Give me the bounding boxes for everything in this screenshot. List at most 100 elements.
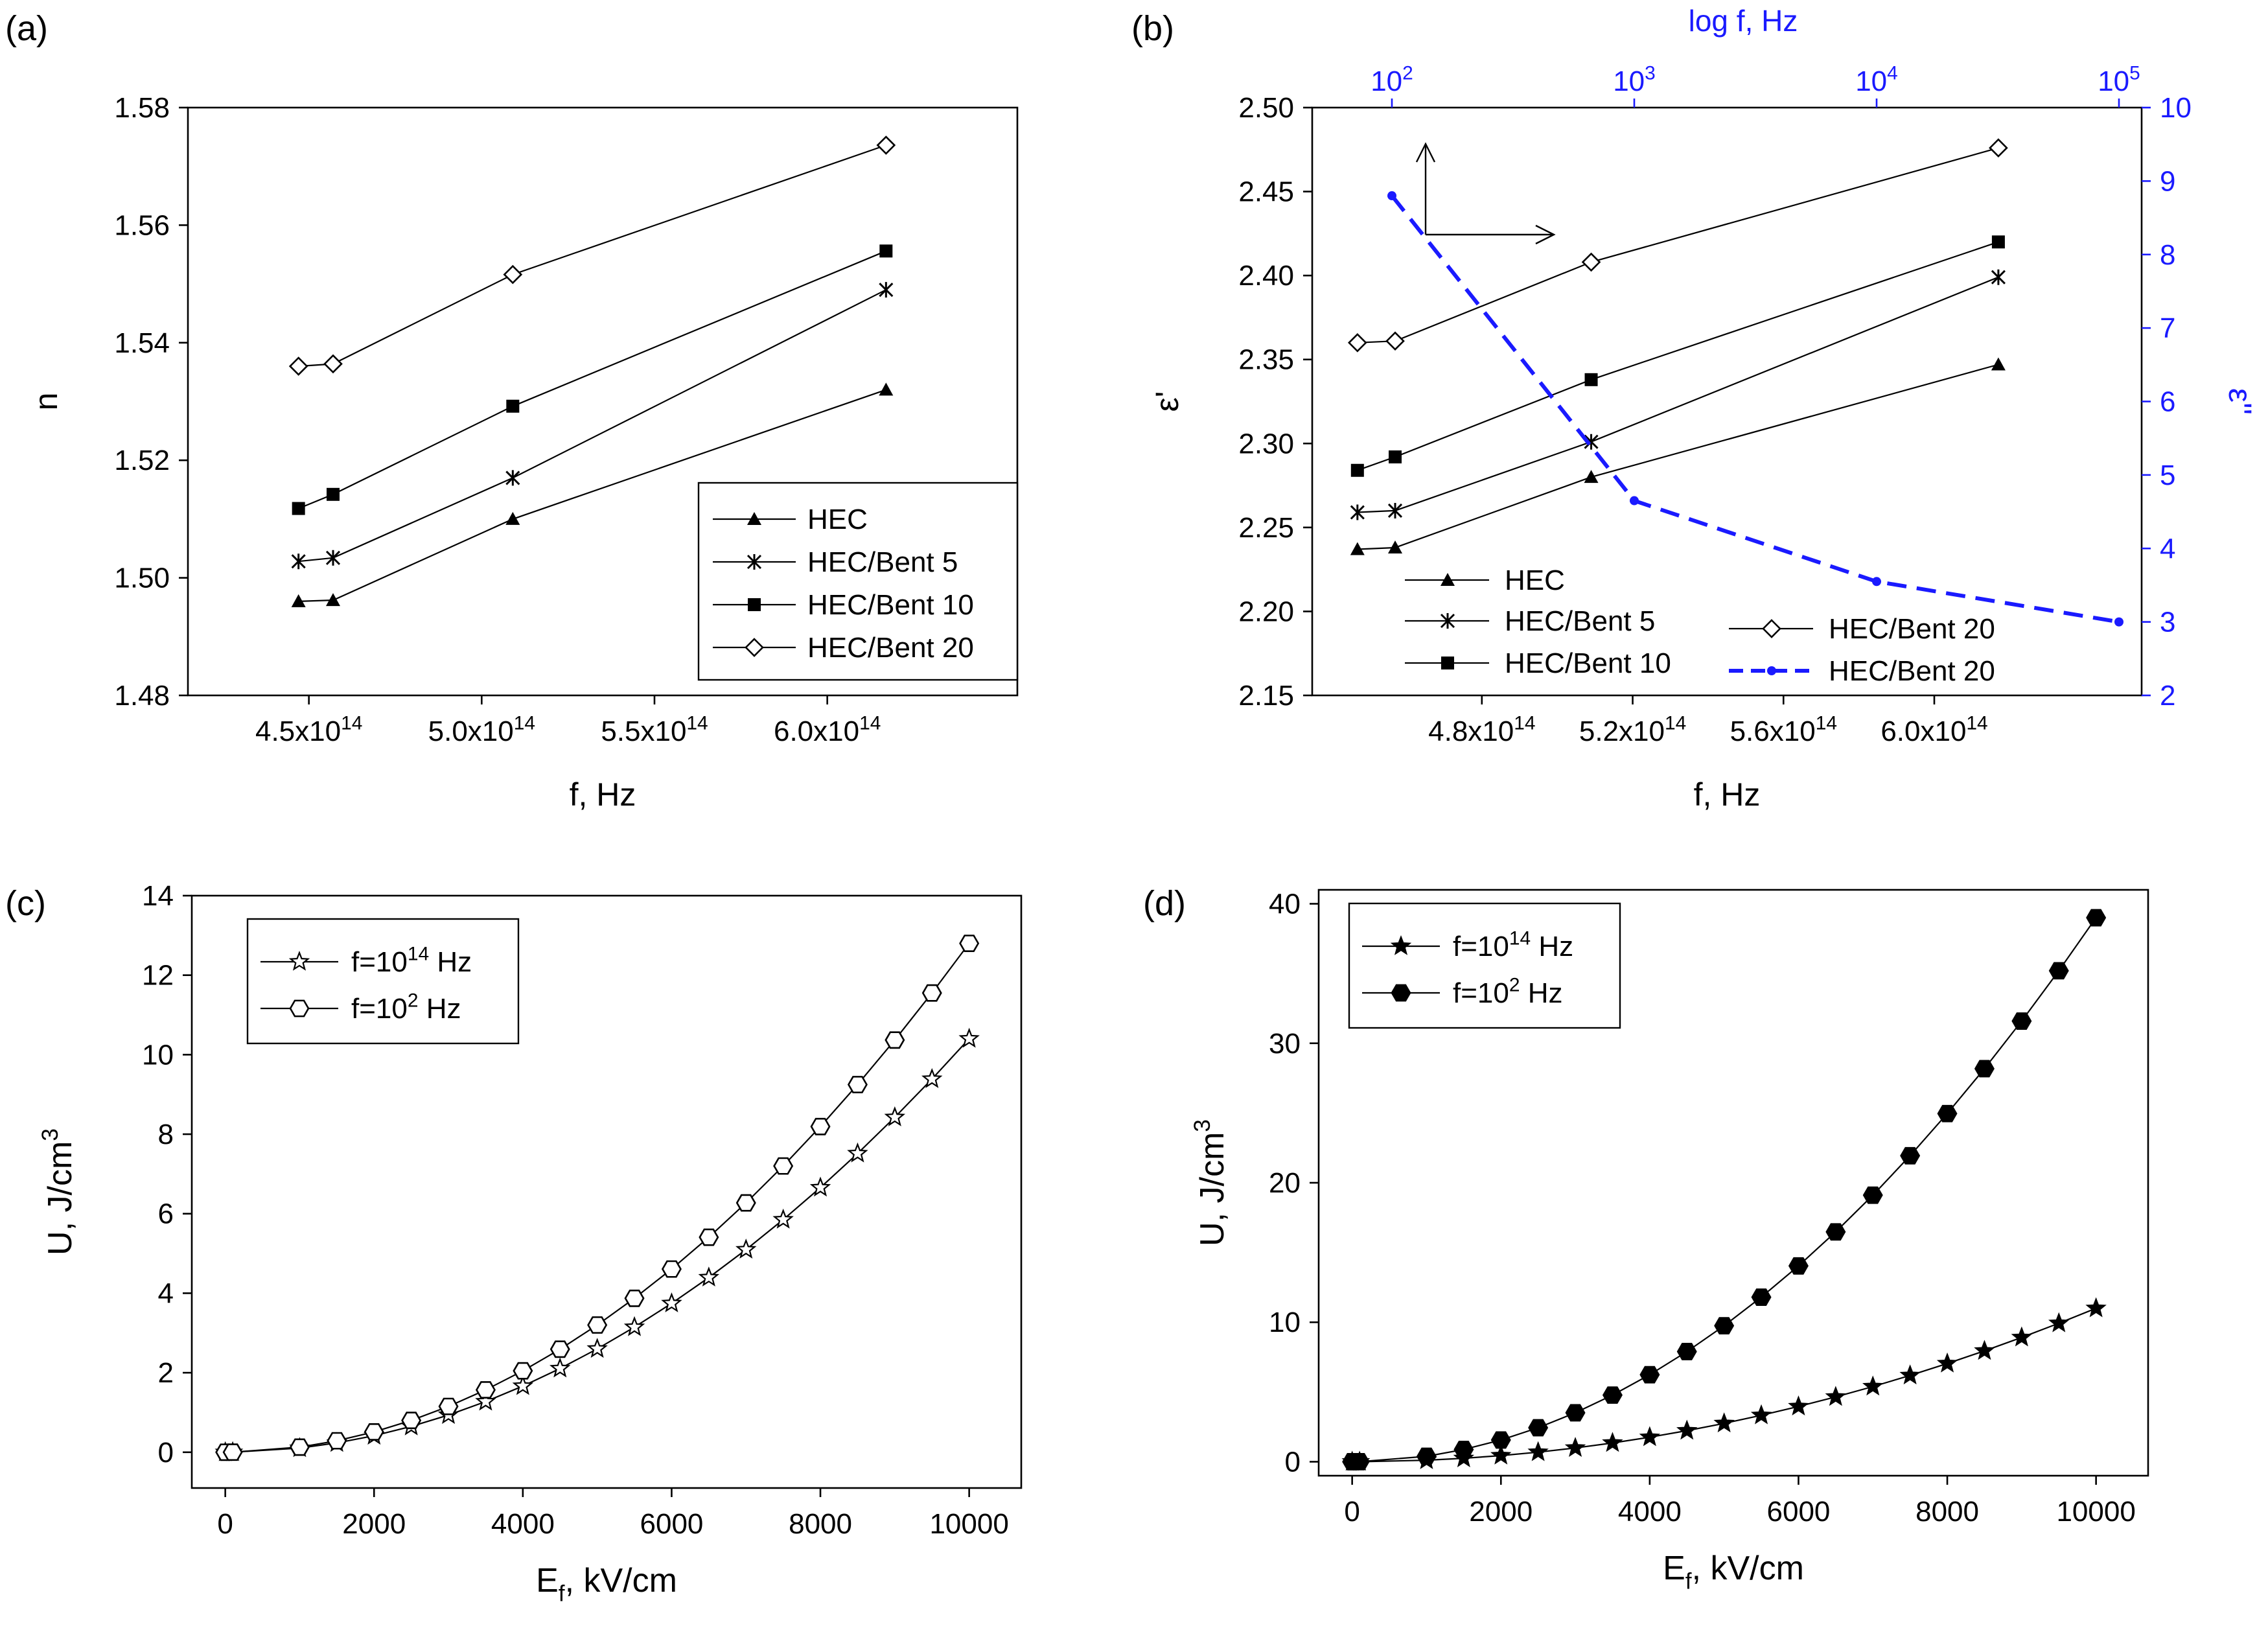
data-point-s2-0-shape — [292, 502, 305, 515]
data-point-s0-7-shape — [475, 1390, 496, 1411]
data-point-s0-13-shape — [698, 1266, 720, 1287]
chart-b: (b) 4.8x1014 5.2x1014 5.6x1014 6.0x1014 2.15 2… — [1131, 4, 2258, 813]
y-tick-label: 1.50 — [114, 563, 170, 594]
y-axis-label: U, J/cm3 — [1190, 1119, 1231, 1246]
data-point-s3-3 — [876, 135, 896, 155]
data-point-s2-0 — [292, 502, 305, 515]
data-point-s3-2-shape — [503, 264, 523, 285]
data-point-s0-2 — [505, 511, 520, 525]
x-tick-label: 2000 — [1469, 1496, 1533, 1528]
data-point-s1-12 — [661, 1260, 682, 1278]
data-point-s0-18 — [884, 1106, 906, 1126]
data-point-s1-19 — [2048, 962, 2069, 980]
data-point-s1-15 — [773, 1157, 794, 1175]
data-point-s1-6-shape — [1565, 1404, 1586, 1422]
y-tick-label: 2.35 — [1238, 344, 1294, 376]
data-point-s1-2 — [1584, 434, 1599, 450]
x-tick-label: 5.2x1014 — [1579, 712, 1686, 747]
data-point-s3-3-shape — [876, 135, 896, 155]
legend-marker-2-shape — [748, 598, 761, 611]
secondary-point-3 — [2114, 617, 2123, 627]
x-tick-label: 6.0x1014 — [774, 712, 881, 747]
data-point-s1-13 — [1825, 1223, 1846, 1241]
data-point-s1-5 — [1528, 1419, 1549, 1437]
data-point-s1-10 — [1714, 1317, 1735, 1335]
data-point-s1-8-shape — [1639, 1366, 1660, 1384]
series-line-0 — [298, 389, 886, 602]
data-point-s0-18-shape — [884, 1106, 906, 1126]
chart-a: (a) 4.5x1014 5.0x1014 5.5x1014 6.0x1014 1.48 1… — [5, 9, 1019, 813]
data-point-s0-15-shape — [1899, 1364, 1921, 1385]
data-point-s0-14-shape — [735, 1238, 757, 1259]
data-point-s1-3-shape — [879, 282, 894, 298]
data-point-s1-18 — [2011, 1012, 2032, 1030]
plot-frame — [1311, 106, 2143, 697]
data-point-s0-4-shape — [1490, 1444, 1512, 1465]
data-point-s1-1 — [222, 1443, 243, 1461]
right-arrow-icon — [1426, 224, 1556, 245]
data-point-s1-17-shape — [1974, 1060, 1995, 1078]
data-point-s2-1-shape — [327, 487, 340, 501]
secondary-point-1 — [1630, 496, 1639, 506]
y-tick-label: 0 — [1285, 1446, 1301, 1478]
chart-d: (d) 0 2000 4000 6000 8000 10000 0 10 20 30 40 Ef, kV… — [1143, 884, 2149, 1594]
right-tick-label: 7 — [2160, 312, 2175, 344]
data-point-s1-9-shape — [550, 1340, 570, 1358]
legend-marker-3-shape — [745, 638, 764, 657]
data-point-s1-13-shape — [699, 1228, 719, 1246]
x-tick-label: 10000 — [2056, 1496, 2135, 1528]
data-point-s1-19-shape — [2048, 962, 2069, 980]
data-point-s3-2 — [1581, 252, 1601, 272]
legend-label: HEC/Bent 20 — [1829, 613, 1995, 645]
legend-marker-1-shape — [1391, 984, 1411, 1002]
data-point-s1-8 — [513, 1362, 533, 1380]
data-point-s1-12-shape — [1788, 1257, 1809, 1275]
data-point-s1-0 — [1350, 504, 1365, 520]
y-tick-label: 1.54 — [114, 327, 170, 359]
data-point-s1-9 — [550, 1340, 570, 1358]
data-point-s0-7 — [475, 1390, 496, 1411]
x-axis-label: Ef, kV/cm — [1663, 1550, 1804, 1594]
secondary-series-line — [1390, 194, 2120, 624]
data-point-s1-7-shape — [475, 1381, 496, 1399]
data-point-s3-1-shape — [1385, 331, 1405, 351]
data-point-s3-0-shape — [288, 356, 308, 376]
legend-marker-blue-shape — [1767, 666, 1776, 675]
data-point-s1-3 — [327, 1432, 347, 1450]
data-point-s2-3-shape — [1991, 235, 2005, 249]
data-point-s1-11 — [624, 1289, 645, 1307]
data-point-s0-11 — [1750, 1404, 1772, 1424]
data-point-s0-7-shape — [1602, 1432, 1623, 1452]
data-point-s0-18 — [2011, 1326, 2033, 1347]
panel-label: (b) — [1131, 9, 1174, 48]
legend-box — [1348, 902, 1621, 1029]
y-tick-label: 0 — [158, 1437, 174, 1469]
right-tick-label: 6 — [2160, 386, 2175, 418]
data-point-s1-2 — [505, 470, 520, 486]
data-point-s0-2-shape — [505, 511, 520, 525]
data-point-s1-9-shape — [1676, 1343, 1697, 1360]
data-point-s1-13-shape — [1825, 1223, 1846, 1241]
data-point-s1-5-shape — [401, 1412, 422, 1430]
data-point-s0-9-shape — [1676, 1419, 1698, 1440]
right-tick-label: 8 — [2160, 239, 2175, 271]
x-tick-label: 4000 — [491, 1508, 555, 1540]
data-point-s0-1 — [1388, 540, 1402, 553]
y-tick-label: 2.25 — [1238, 512, 1294, 544]
data-point-s1-6 — [1565, 1404, 1586, 1422]
series-line-1 — [298, 289, 886, 563]
data-point-s2-2-shape — [506, 399, 520, 413]
data-point-s1-17 — [1974, 1060, 1995, 1078]
legend-marker-3-shape — [1762, 619, 1781, 638]
secondary-point-1-shape — [1630, 496, 1639, 506]
x-tick-label: 5.0x1014 — [428, 712, 535, 747]
data-point-s1-2-shape — [1584, 434, 1599, 450]
data-point-s3-1-shape — [323, 354, 343, 374]
data-point-s1-12 — [1788, 1257, 1809, 1275]
data-point-s0-17-shape — [847, 1142, 868, 1163]
legend-label: HEC — [1505, 564, 1565, 596]
y-tick-label: 14 — [142, 880, 174, 912]
data-point-s0-20 — [2085, 1297, 2107, 1318]
data-point-s1-16-shape — [810, 1117, 831, 1135]
y-tick-label: 2.40 — [1238, 260, 1294, 292]
